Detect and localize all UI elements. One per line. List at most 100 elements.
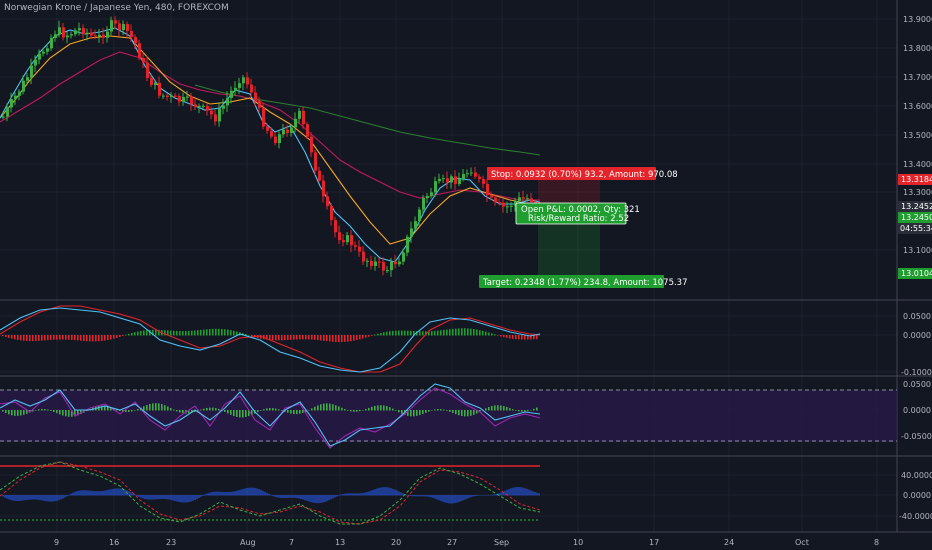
candle-body <box>34 59 37 66</box>
stoch-bar <box>24 495 26 501</box>
ma-slow-line <box>0 51 540 201</box>
osc-bar <box>14 410 16 416</box>
stoch-bar <box>398 491 400 496</box>
stoch-bar <box>498 493 500 496</box>
macd-axis[interactable]: 0.0500 0.0000 -0.1000 <box>901 312 932 377</box>
macd-bar <box>89 335 91 342</box>
macd-bar <box>248 334 250 336</box>
candle-body <box>14 95 17 100</box>
osc-bar <box>449 410 451 412</box>
stoch-bar <box>450 495 452 504</box>
osc-bar <box>98 405 100 411</box>
stoch-red-line <box>0 461 541 525</box>
stoch-bar <box>344 493 346 496</box>
macd-bar <box>458 328 460 336</box>
stop-label[interactable]: Stop: 0.0932 (0.70%) 93.2, Amount: 970.0… <box>487 167 678 180</box>
macd-bar <box>251 335 253 337</box>
macd-bar <box>26 335 28 341</box>
candle-body <box>234 87 237 91</box>
stoch-bar <box>282 495 284 499</box>
candle-body <box>314 152 317 171</box>
osc-bar <box>146 405 148 411</box>
osc-bar <box>38 409 40 411</box>
candle-body <box>30 65 33 78</box>
macd-bar <box>95 335 97 342</box>
stoch-bar <box>462 495 464 501</box>
macd-bar <box>497 335 499 336</box>
osc-bar <box>338 406 340 411</box>
stoch-bar <box>128 491 130 496</box>
macd-bar <box>338 335 340 342</box>
macd-histogram <box>2 328 538 342</box>
stoch-bar <box>318 495 320 504</box>
macd-bar <box>110 335 112 340</box>
macd-bar <box>212 328 214 336</box>
macd-bar <box>29 335 31 342</box>
candle-body <box>118 23 121 31</box>
macd-bar <box>188 330 190 336</box>
time-label: Aug <box>240 538 256 547</box>
candle-body <box>294 118 297 128</box>
osc-bar <box>407 410 409 416</box>
macd-bar <box>341 335 343 342</box>
stoch-bar <box>526 488 528 496</box>
stoch-bar <box>98 491 100 496</box>
stoch-bar <box>432 495 434 498</box>
stoch-bar <box>140 495 142 498</box>
macd-bar <box>389 331 391 336</box>
stoch-bar <box>4 495 6 498</box>
osc-bar <box>263 409 265 411</box>
candle-body <box>510 205 513 207</box>
time-axis[interactable]: 9 16 23 Aug 7 13 20 27 Sep 10 17 24 Oct … <box>54 538 879 547</box>
stoch-bar <box>510 488 512 496</box>
osc-bar <box>386 406 388 411</box>
macd-bar <box>422 331 424 336</box>
stoch-bar <box>428 495 430 497</box>
stoch-bar <box>204 494 206 496</box>
macd-bar <box>479 330 481 336</box>
macd-bar <box>266 335 268 340</box>
stoch-bar <box>464 495 466 500</box>
ma-mid-line <box>0 35 541 245</box>
stoch-bar <box>58 495 60 501</box>
stoch-axis[interactable]: 40.0000 0.0000 -40.0000 <box>899 471 932 521</box>
stoch-bar <box>248 487 250 496</box>
stoch-bar <box>408 495 410 496</box>
osc-bar <box>152 403 154 411</box>
macd-bar <box>368 335 370 337</box>
main-price-axis[interactable]: 13.9000 13.8000 13.7000 13.6000 13.5000 … <box>903 15 932 255</box>
stop-label-text: Stop: 0.0932 (0.70%) 93.2, Amount: 970.0… <box>491 170 678 180</box>
osc-bar <box>53 410 55 412</box>
stoch-bar <box>406 494 408 496</box>
macd-bar <box>359 335 361 340</box>
osc-bar <box>398 410 400 413</box>
osc-bar <box>446 410 448 411</box>
time-label: 24 <box>724 538 734 547</box>
macd-bar <box>158 329 160 336</box>
stoch-bar <box>340 494 342 496</box>
stoch-bar <box>296 495 298 499</box>
osc-bar <box>389 407 391 411</box>
osc-bar <box>350 410 352 412</box>
stoch-bar <box>134 494 136 496</box>
pnl-label[interactable]: Open P&L: 0.0002, Qty: 321 Risk/Reward R… <box>515 202 640 225</box>
oscillator-axis[interactable]: 0.0500 0.0000 -0.0500 <box>901 380 932 441</box>
stoch-bar <box>300 495 302 499</box>
candle-body <box>406 236 409 253</box>
osc-bar <box>116 409 118 411</box>
macd-bar <box>128 333 130 336</box>
osc-bar <box>77 410 79 416</box>
stoch-bar <box>100 491 102 496</box>
osc-bar <box>362 409 364 411</box>
macd-bar <box>203 329 205 336</box>
candle-body <box>46 48 49 52</box>
stoch-tick: -40.0000 <box>899 512 932 521</box>
stoch-bar <box>480 494 482 496</box>
macd-bar <box>170 330 172 336</box>
macd-bar <box>104 335 106 341</box>
stoch-bar <box>316 495 318 504</box>
target-label[interactable]: Target: 0.2348 (1.77%) 234.8, Amount: 10… <box>479 275 688 288</box>
osc-bar <box>209 407 211 411</box>
osc-bar <box>503 406 505 411</box>
